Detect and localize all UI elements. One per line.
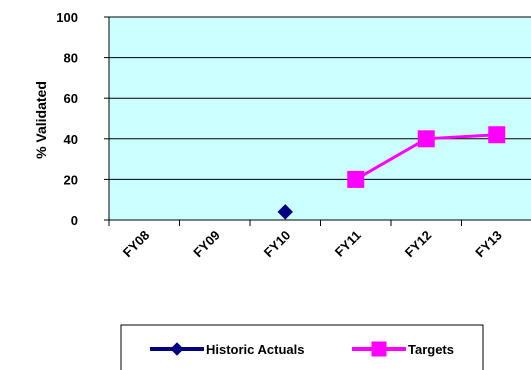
y-tick-label: 100: [56, 10, 78, 25]
gridlines: [109, 16, 531, 180]
plot-area: [109, 17, 531, 220]
y-tick-label: 0: [71, 213, 78, 228]
x-tick-label: FY09: [190, 228, 223, 261]
data-point: [417, 130, 435, 148]
y-tick-label: 40: [64, 132, 78, 147]
legend-label: Targets: [408, 342, 454, 357]
legend-marker: [170, 342, 184, 356]
x-tick-label: FY12: [402, 228, 435, 261]
series-layer: [277, 126, 506, 220]
data-point: [277, 204, 293, 220]
y-tick-label: 80: [64, 51, 78, 66]
y-tick-label: 60: [64, 91, 78, 106]
y-axis-label: % Validated: [33, 81, 49, 159]
legend: Historic Actuals Targets: [120, 324, 484, 370]
x-tick-label: FY11: [332, 228, 364, 260]
x-tick-label: FY08: [120, 228, 153, 261]
x-tick-labels: FY08 FY09 FY10 FY11 FY12 FY13: [120, 228, 505, 261]
y-tick-label: 20: [64, 172, 78, 187]
y-tick-labels: 0 20 40 60 80 100: [56, 10, 78, 228]
data-point: [488, 126, 506, 144]
data-point: [347, 170, 365, 188]
axes: [104, 16, 531, 226]
legend-label: Historic Actuals: [206, 342, 305, 357]
x-tick-label: FY10: [261, 228, 294, 261]
x-tick-label: FY13: [472, 228, 505, 261]
legend-marker: [371, 341, 387, 357]
